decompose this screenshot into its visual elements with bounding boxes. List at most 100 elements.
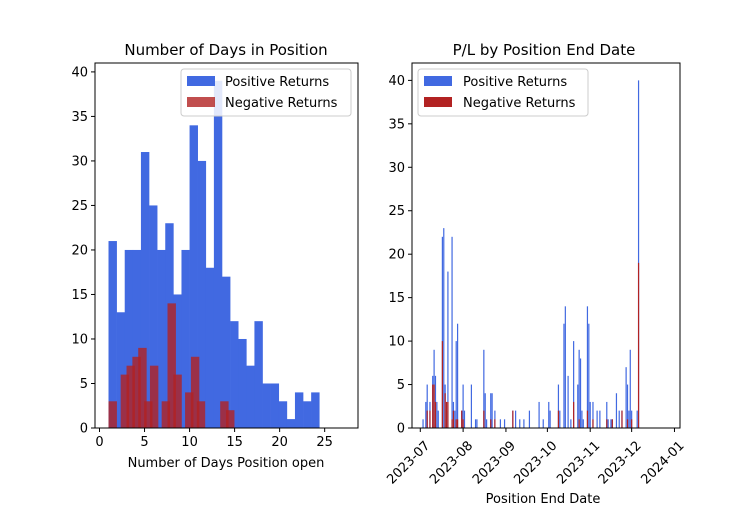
right-legend-label-negative: Negative Returns (463, 96, 576, 111)
pl-positive-bar-58 (596, 410, 598, 428)
pl-negative-bar-14 (462, 419, 464, 428)
right-y-tick-label: 0 (397, 422, 405, 437)
right-y-tick-label: 20 (388, 248, 405, 263)
days-positive-bar-17 (246, 365, 255, 428)
pl-positive-bar-21 (463, 410, 466, 428)
pl-negative-bar-8 (447, 401, 449, 428)
days-positive-bar-20 (270, 383, 280, 428)
pl-positive-bar-56 (589, 401, 591, 428)
pl-positive-bar-28 (490, 393, 492, 428)
pl-positive-bar-17 (455, 341, 457, 428)
right-y-tick-label: 40 (388, 74, 405, 89)
pl-positive-bar-67 (625, 367, 627, 428)
days-positive-bar-9 (181, 249, 190, 428)
days-negative-bar-7 (161, 401, 171, 428)
pl-positive-bar-51 (579, 358, 582, 428)
pl-negative-bar-6 (444, 393, 446, 428)
pl-positive-bar-68 (626, 384, 629, 428)
pl-positive-bar-44 (563, 323, 565, 428)
days-negative-bar-9 (173, 374, 182, 428)
days-positive-bar-3 (132, 249, 142, 428)
right-y-tick-label: 10 (388, 335, 405, 350)
pl-positive-bar-53 (582, 419, 584, 428)
left-y-tick-label: 0 (80, 422, 88, 437)
pl-negative-bar-22 (586, 410, 589, 428)
pl-positive-bar-42 (557, 384, 560, 428)
pl-negative-bar-27 (626, 419, 629, 428)
days-negative-bar-0 (108, 401, 117, 428)
pl-negative-bar-19 (557, 410, 560, 428)
pl-positive-bar-0 (422, 419, 424, 428)
days-negative-bar-14 (226, 410, 235, 428)
days-negative-bar-13 (220, 401, 229, 428)
pl-positive-bar-36 (523, 419, 525, 428)
left-axis-ticks: 0 5 10 15 20 25 0 5 10 15 20 25 30 35 40 (71, 65, 332, 450)
days-positive-bar-8 (173, 294, 182, 428)
pl-positive-bar-48 (573, 341, 575, 428)
left-legend-label-negative: Negative Returns (225, 96, 338, 111)
pl-positive-bar-73 (637, 80, 640, 428)
pl-negative-bar-10 (452, 410, 455, 428)
pl-positive-bar-57 (592, 401, 594, 428)
pl-positive-bar-23 (474, 419, 477, 428)
days-positive-bar-15 (230, 321, 239, 428)
right-y-tick-label: 15 (388, 291, 405, 306)
days-histogram-bars (108, 80, 320, 429)
days-positive-bar-25 (311, 392, 320, 428)
right-legend-box (417, 68, 589, 117)
pl-negative-bar-29 (637, 262, 640, 428)
left-legend-swatch-positive (187, 76, 215, 86)
pl-positive-bar-62 (610, 419, 612, 428)
right-y-tick-label: 25 (388, 204, 405, 219)
days-negative-bar-3 (132, 356, 141, 428)
pl-positive-bar-35 (519, 419, 521, 428)
days-negative-bar-2 (126, 365, 135, 428)
right-y-tick-label: 5 (397, 378, 405, 393)
days-positive-bar-4 (140, 152, 150, 428)
days-positive-bar-5 (149, 205, 158, 428)
pl-positive-bar-10 (443, 228, 445, 428)
left-legend-swatch-negative (187, 97, 215, 107)
left-y-tick-label: 25 (71, 199, 88, 214)
left-y-tick-label: 35 (71, 110, 88, 125)
days-negative-bar-4 (138, 347, 147, 428)
pl-negative-bar-11 (455, 419, 457, 428)
days-positive-bar-2 (124, 249, 134, 428)
pl-negative-bar-20 (573, 401, 575, 428)
pl-positive-bar-46 (567, 375, 569, 428)
left-x-tick-label: 10 (181, 435, 198, 450)
days-positive-bar-16 (238, 338, 247, 428)
pl-negative-bar-0 (426, 410, 428, 428)
days-positive-bar-6 (157, 249, 166, 428)
left-x-tick-label: 0 (95, 435, 103, 450)
pl-positive-bar-29 (491, 393, 493, 428)
pl-positive-bar-72 (636, 410, 638, 428)
pl-positive-bar-37 (528, 410, 531, 428)
pl-positive-bar-59 (599, 410, 601, 428)
pl-positive-bar-38 (538, 401, 540, 428)
pl-positive-bar-18 (456, 323, 459, 428)
pl-negative-bar-16 (490, 419, 492, 428)
pl-positive-bar-2 (426, 384, 428, 428)
pl-negative-bar-7 (445, 401, 448, 428)
pl-positive-bar-39 (542, 419, 544, 428)
days-positive-bar-13 (213, 80, 223, 429)
left-y-tick-label: 20 (71, 243, 88, 258)
days-positive-bar-24 (303, 401, 312, 428)
pl-positive-bar-69 (628, 410, 630, 428)
pl-positive-bar-26 (484, 393, 486, 428)
left-y-tick-label: 15 (71, 288, 88, 303)
pl-bars (422, 80, 640, 428)
pl-positive-bar-34 (515, 410, 517, 428)
right-x-axis-label: Position End Date (486, 492, 601, 507)
days-negative-bar-8 (167, 303, 176, 428)
pl-positive-bar-49 (577, 384, 579, 428)
pl-positive-bar-60 (606, 401, 608, 428)
days-negative-bar-12 (196, 401, 206, 428)
pl-positive-bar-24 (476, 419, 478, 428)
pl-positive-bar-14 (451, 236, 453, 428)
pl-positive-bar-47 (570, 419, 572, 428)
left-legend-label-positive: Positive Returns (225, 75, 329, 90)
pl-negative-bar-17 (494, 419, 496, 428)
